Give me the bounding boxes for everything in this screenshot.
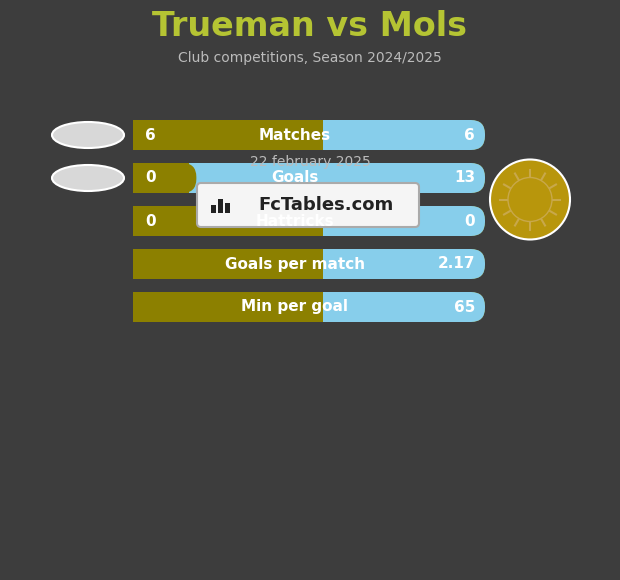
Text: 13: 13 bbox=[454, 171, 475, 186]
Text: 6: 6 bbox=[145, 128, 156, 143]
FancyBboxPatch shape bbox=[133, 206, 197, 236]
Text: 0: 0 bbox=[145, 171, 156, 186]
FancyBboxPatch shape bbox=[218, 199, 223, 213]
FancyBboxPatch shape bbox=[133, 163, 189, 193]
FancyBboxPatch shape bbox=[133, 163, 485, 193]
FancyBboxPatch shape bbox=[133, 249, 323, 279]
Ellipse shape bbox=[52, 122, 124, 148]
Text: Matches: Matches bbox=[259, 128, 331, 143]
FancyBboxPatch shape bbox=[133, 249, 485, 279]
Text: 0: 0 bbox=[145, 213, 156, 229]
Text: 65: 65 bbox=[454, 299, 475, 314]
FancyBboxPatch shape bbox=[133, 206, 323, 236]
FancyBboxPatch shape bbox=[133, 292, 485, 322]
FancyBboxPatch shape bbox=[133, 163, 485, 193]
FancyBboxPatch shape bbox=[133, 120, 485, 150]
Text: FcTables.com: FcTables.com bbox=[259, 196, 394, 214]
FancyBboxPatch shape bbox=[133, 206, 485, 236]
Text: Goals: Goals bbox=[271, 171, 319, 186]
Ellipse shape bbox=[52, 165, 124, 191]
FancyBboxPatch shape bbox=[133, 120, 197, 150]
FancyBboxPatch shape bbox=[133, 163, 197, 193]
Text: Trueman vs Mols: Trueman vs Mols bbox=[153, 10, 467, 43]
FancyBboxPatch shape bbox=[133, 249, 485, 279]
FancyBboxPatch shape bbox=[197, 183, 419, 227]
FancyBboxPatch shape bbox=[225, 203, 230, 213]
FancyBboxPatch shape bbox=[133, 292, 485, 322]
Text: Goals per match: Goals per match bbox=[225, 256, 365, 271]
Text: Hattricks: Hattricks bbox=[255, 213, 334, 229]
Text: 2.17: 2.17 bbox=[438, 256, 475, 271]
FancyBboxPatch shape bbox=[133, 120, 323, 150]
Text: 0: 0 bbox=[464, 213, 475, 229]
FancyBboxPatch shape bbox=[133, 120, 485, 150]
Text: Club competitions, Season 2024/2025: Club competitions, Season 2024/2025 bbox=[178, 51, 442, 65]
Text: Min per goal: Min per goal bbox=[241, 299, 348, 314]
FancyBboxPatch shape bbox=[133, 206, 485, 236]
Text: 22 february 2025: 22 february 2025 bbox=[250, 155, 370, 169]
Text: 6: 6 bbox=[464, 128, 475, 143]
Circle shape bbox=[490, 160, 570, 240]
FancyBboxPatch shape bbox=[133, 249, 197, 279]
Circle shape bbox=[508, 177, 552, 222]
FancyBboxPatch shape bbox=[211, 205, 216, 213]
FancyBboxPatch shape bbox=[133, 292, 197, 322]
FancyBboxPatch shape bbox=[133, 292, 323, 322]
